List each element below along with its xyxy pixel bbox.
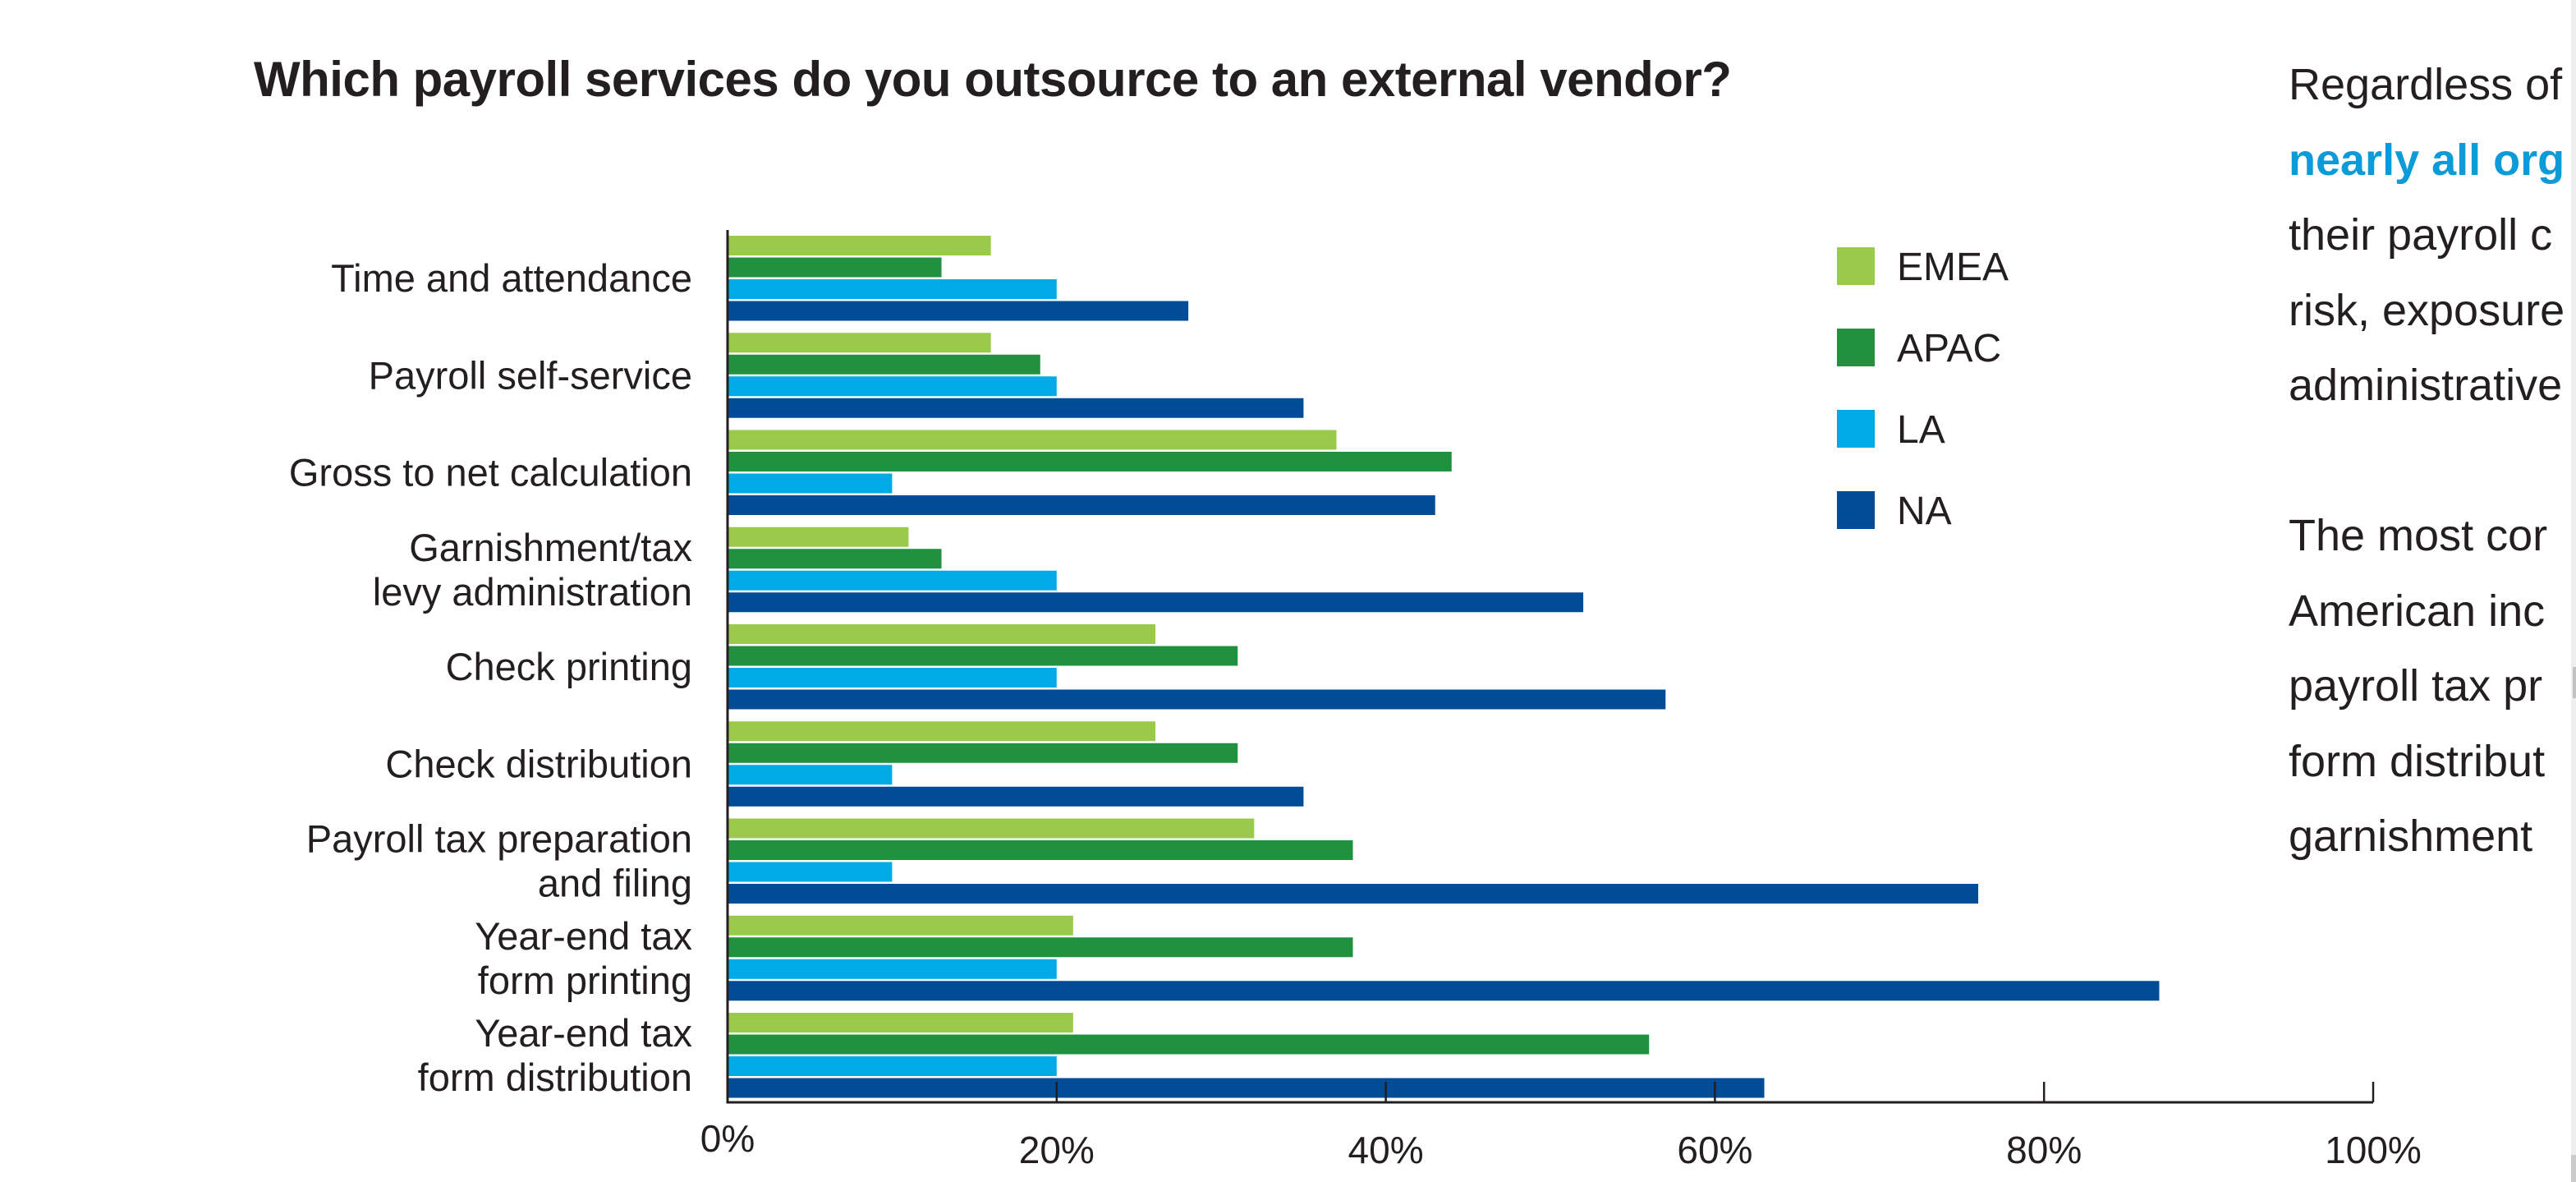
legend-label-emea: EMEA: [1897, 246, 2009, 289]
category-label: Gross to net calculation: [289, 451, 692, 494]
bar-emea-8: [728, 1013, 1073, 1033]
legend-swatch-apac: [1837, 329, 1875, 366]
category-label: Year-end tax form distribution: [418, 1011, 692, 1099]
category-label: Check printing: [446, 645, 692, 688]
x-tick-label: 60%: [1677, 1129, 1752, 1171]
scrollbar-end-button[interactable]: [2571, 1155, 2576, 1182]
x-tick-label: 100%: [2325, 1129, 2422, 1171]
category-label: Time and attendance: [331, 256, 692, 300]
legend-swatch-na: [1837, 491, 1875, 529]
bar-emea-7: [728, 915, 1073, 936]
category-label-line: form printing: [478, 959, 692, 1002]
bar-apac-2: [728, 452, 1452, 471]
bar-apac-3: [728, 549, 942, 569]
bar-apac-5: [728, 743, 1238, 763]
legend: EMEA APAC LA NA: [1837, 246, 2009, 533]
bar-na-6: [728, 884, 1979, 904]
category-label: Garnishment/tax levy administration: [373, 526, 692, 614]
bars-layer: [728, 236, 2160, 1098]
paragraph-2-line-2: American inc: [2289, 586, 2546, 636]
category-label-line: and filing: [538, 862, 692, 905]
paragraph-2-line-3: payroll tax pr: [2289, 661, 2543, 711]
category-label-line: Garnishment/tax: [409, 526, 692, 569]
bar-emea-6: [728, 818, 1255, 839]
category-label-line: Time and attendance: [331, 256, 692, 300]
category-label-line: Check distribution: [385, 742, 692, 785]
bar-emea-4: [728, 624, 1156, 644]
bar-la-0: [728, 279, 1057, 299]
bar-apac-7: [728, 937, 1353, 958]
chart-title: Which payroll services do you outsource …: [254, 52, 1732, 107]
legend-label-na: NA: [1897, 490, 1952, 533]
paragraph-1-line-3: their payroll c: [2289, 210, 2553, 260]
paragraph-2-line-1: The most cor: [2289, 511, 2548, 560]
paragraph-2-line-5: garnishment: [2289, 812, 2533, 861]
bar-na-5: [728, 786, 1304, 807]
bar-na-7: [728, 981, 2160, 1001]
x-tick-label: 40%: [1348, 1129, 1424, 1171]
category-label: Year-end tax form printing: [475, 914, 692, 1002]
paragraph-1-line-1: Regardless of: [2289, 60, 2563, 109]
bar-na-2: [728, 495, 1435, 515]
category-labels: Time and attendance Payroll self-service G…: [289, 256, 692, 1099]
bar-apac-4: [728, 646, 1238, 666]
category-label-line: Payroll self-service: [369, 353, 692, 397]
category-label: Payroll tax preparation and filing: [306, 817, 692, 905]
side-commentary: Regardless of nearly all org their payro…: [2289, 48, 2576, 950]
category-label: Payroll self-service: [369, 353, 692, 397]
category-label-line: Payroll tax preparation: [306, 817, 692, 861]
category-label-line: Check printing: [446, 645, 692, 688]
vertical-scrollbar[interactable]: [2571, 0, 2576, 1182]
bar-emea-5: [728, 721, 1156, 742]
bar-la-8: [728, 1056, 1057, 1076]
bar-la-3: [728, 570, 1057, 591]
category-label-line: Year-end tax: [475, 1011, 692, 1055]
bar-la-2: [728, 473, 893, 494]
bar-apac-6: [728, 840, 1353, 860]
bar-na-0: [728, 301, 1189, 321]
bar-apac-1: [728, 354, 1040, 375]
bar-la-6: [728, 862, 893, 882]
paragraph-2: The most cor American inc payroll tax pr…: [2289, 499, 2576, 875]
bar-emea-3: [728, 527, 909, 547]
bar-apac-0: [728, 257, 942, 278]
bar-na-3: [728, 592, 1584, 613]
legend-label-apac: APAC: [1897, 327, 2001, 370]
paragraph-1-line-5: administrative: [2289, 361, 2563, 410]
category-label-line: form distribution: [418, 1056, 692, 1099]
bar-la-5: [728, 765, 893, 785]
bar-emea-2: [728, 430, 1337, 450]
paragraph-2-line-4: form distribut: [2289, 736, 2546, 786]
paragraph-1-highlight: nearly all org: [2289, 135, 2565, 185]
bar-na-8: [728, 1078, 1765, 1098]
bar-apac-8: [728, 1034, 1650, 1055]
category-label-line: Year-end tax: [475, 914, 692, 958]
bar-emea-0: [728, 236, 991, 255]
axes: [726, 230, 2375, 1104]
legend-swatch-la: [1837, 410, 1875, 448]
bar-la-4: [728, 668, 1057, 688]
bar-la-7: [728, 959, 1057, 979]
x-tick-label: 80%: [2006, 1129, 2082, 1171]
category-label-line: Gross to net calculation: [289, 451, 692, 494]
bar-la-1: [728, 376, 1057, 397]
x-tick-labels: 0% 20% 40% 60% 80% 100%: [700, 1117, 2422, 1171]
legend-swatch-emea: [1837, 247, 1875, 285]
category-label: Check distribution: [385, 742, 692, 785]
x-tick-label: 20%: [1019, 1129, 1095, 1171]
bar-na-4: [728, 689, 1666, 710]
x-tick-label: 0%: [700, 1117, 755, 1160]
bar-na-1: [728, 398, 1304, 418]
category-label-line: levy administration: [373, 570, 692, 614]
paragraph-1: Regardless of nearly all org their payro…: [2289, 48, 2576, 424]
scrollbar-thumb[interactable]: [2573, 667, 2576, 698]
legend-label-la: LA: [1897, 408, 1945, 452]
bar-emea-1: [728, 333, 991, 353]
paragraph-1-line-4: risk, exposure: [2289, 285, 2565, 335]
